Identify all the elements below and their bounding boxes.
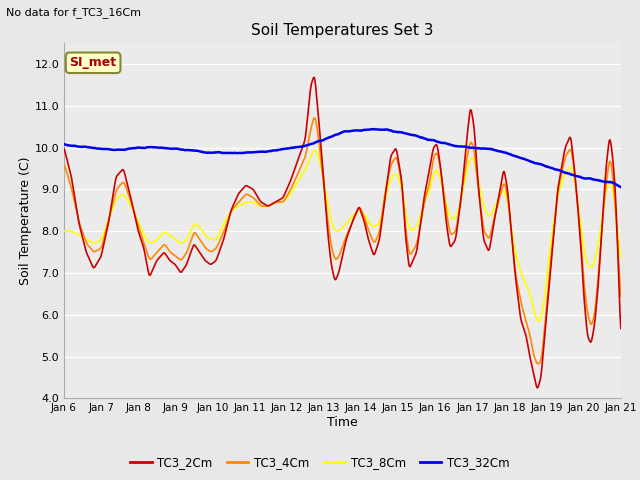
TC3_8Cm xyxy=(617,255,625,261)
Text: No data for f_TC3_16Cm: No data for f_TC3_16Cm xyxy=(6,7,141,18)
TC3_2Cm xyxy=(617,325,625,331)
TC3_32Cm xyxy=(60,142,68,147)
TC3_4Cm xyxy=(214,243,221,249)
TC3_4Cm xyxy=(127,200,135,205)
Line: TC3_8Cm: TC3_8Cm xyxy=(64,150,621,321)
TC3_8Cm xyxy=(428,181,435,187)
TC3_8Cm xyxy=(311,147,319,153)
TC3_32Cm xyxy=(184,147,192,153)
X-axis label: Time: Time xyxy=(327,416,358,429)
TC3_2Cm xyxy=(60,146,68,152)
TC3_32Cm xyxy=(411,132,419,138)
Text: SI_met: SI_met xyxy=(70,56,116,69)
TC3_4Cm xyxy=(70,197,78,203)
TC3_2Cm xyxy=(310,74,318,80)
TC3_8Cm xyxy=(411,226,419,231)
TC3_8Cm xyxy=(70,229,78,235)
Title: Soil Temperatures Set 3: Soil Temperatures Set 3 xyxy=(251,23,434,38)
TC3_2Cm xyxy=(127,197,135,203)
TC3_2Cm xyxy=(70,191,78,196)
TC3_8Cm xyxy=(127,204,135,210)
TC3_4Cm xyxy=(428,171,435,177)
Line: TC3_32Cm: TC3_32Cm xyxy=(64,129,621,187)
TC3_32Cm xyxy=(127,145,135,151)
TC3_8Cm xyxy=(184,234,192,240)
TC3_8Cm xyxy=(60,228,68,234)
TC3_4Cm xyxy=(411,245,419,251)
TC3_4Cm xyxy=(60,162,68,168)
TC3_4Cm xyxy=(310,115,318,121)
TC3_32Cm xyxy=(70,143,78,149)
TC3_32Cm xyxy=(428,137,435,143)
TC3_4Cm xyxy=(617,293,625,299)
TC3_32Cm xyxy=(370,126,378,132)
Y-axis label: Soil Temperature (C): Soil Temperature (C) xyxy=(19,156,31,285)
Legend: TC3_2Cm, TC3_4Cm, TC3_8Cm, TC3_32Cm: TC3_2Cm, TC3_4Cm, TC3_8Cm, TC3_32Cm xyxy=(125,452,515,474)
Line: TC3_2Cm: TC3_2Cm xyxy=(64,77,621,388)
TC3_2Cm xyxy=(533,385,541,391)
TC3_2Cm xyxy=(184,258,192,264)
TC3_2Cm xyxy=(214,254,221,260)
TC3_32Cm xyxy=(214,149,221,155)
TC3_8Cm xyxy=(214,234,221,240)
TC3_4Cm xyxy=(184,246,192,252)
TC3_32Cm xyxy=(617,184,625,190)
TC3_2Cm xyxy=(428,157,435,163)
TC3_8Cm xyxy=(535,318,543,324)
TC3_4Cm xyxy=(534,361,542,367)
Line: TC3_4Cm: TC3_4Cm xyxy=(64,118,621,364)
TC3_2Cm xyxy=(411,253,419,259)
